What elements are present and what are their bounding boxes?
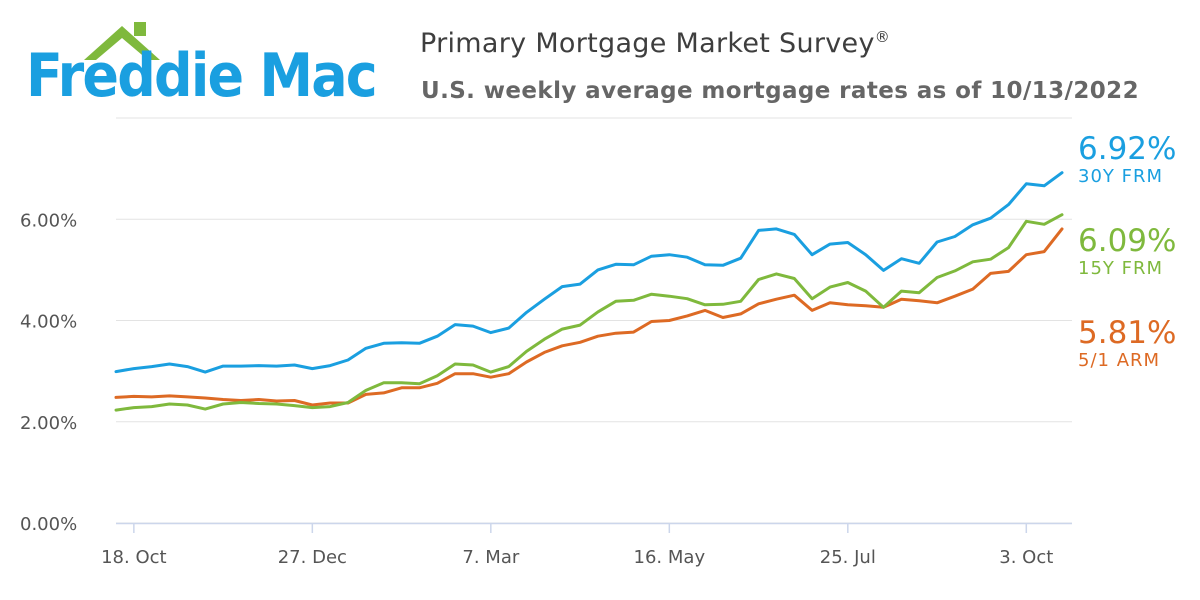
y-tick-label: 4.00% — [20, 312, 77, 333]
chimney-icon — [134, 22, 146, 36]
registered-mark: ® — [874, 28, 891, 46]
series-lines — [114, 171, 1064, 412]
chart-title: Primary Mortgage Market Survey® — [420, 28, 891, 59]
series-label-5-1-arm: 5.81% 5/1 ARM — [1078, 316, 1176, 372]
gridlines — [116, 117, 1072, 524]
x-tick-label: 25. Jul — [820, 547, 876, 568]
x-tick-label: 16. May — [634, 547, 706, 568]
series-label-15y-frm: 6.09% 15Y FRM — [1078, 224, 1176, 280]
chart-subtitle: U.S. weekly average mortgage rates as of… — [421, 78, 1139, 104]
series-label-30y-frm: 6.92% 30Y FRM — [1078, 132, 1176, 188]
series-name: 15Y FRM — [1078, 258, 1164, 279]
x-axis: 18. Oct 27. Dec 7. Mar 16. May 25. Jul 3. Oct — [101, 522, 1072, 568]
series-name: 30Y FRM — [1078, 166, 1164, 187]
series-last-value: 5.81% — [1078, 315, 1177, 351]
freddie-mac-logo: Freddie Mac — [26, 22, 378, 106]
y-tick-label: 0.00% — [20, 514, 77, 535]
y-tick-label: 2.00% — [20, 413, 77, 434]
logo-wordmark: Freddie Mac — [26, 41, 376, 106]
series-line-5-1-arm — [114, 227, 1064, 407]
house-roof-icon — [84, 26, 160, 60]
series-line-30y-frm — [114, 171, 1064, 374]
y-tick-label: 6.00% — [20, 210, 77, 231]
series-name: 5/1 ARM — [1078, 350, 1161, 371]
series-line-15y-frm — [114, 213, 1064, 412]
x-tick-label: 7. Mar — [462, 547, 519, 568]
series-last-value: 6.09% — [1078, 223, 1177, 259]
x-tick-label: 18. Oct — [101, 547, 166, 568]
y-axis: 0.00% 2.00% 4.00% 6.00% — [20, 210, 77, 535]
x-tick-label: 3. Oct — [999, 547, 1053, 568]
series-last-value: 6.92% — [1078, 131, 1177, 167]
x-tick-label: 27. Dec — [278, 547, 347, 568]
